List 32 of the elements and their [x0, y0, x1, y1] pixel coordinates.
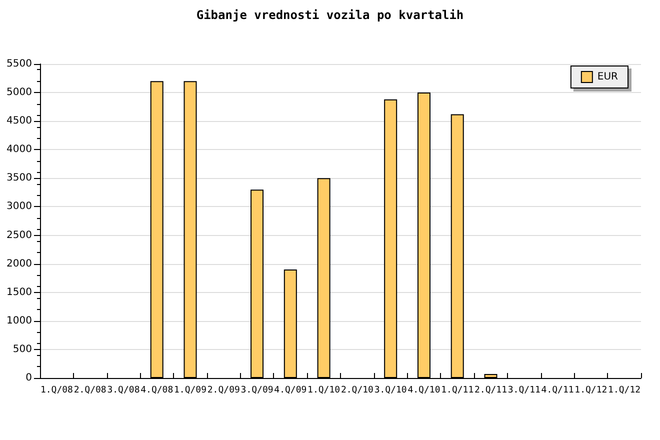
y-tick-label: 4500 — [6, 116, 32, 127]
y-tick-label: 4000 — [6, 144, 32, 156]
x-tick-label: 1.Q/12 — [608, 386, 641, 396]
y-tick-label: 3500 — [6, 172, 32, 184]
x-tick-label: 2.Q/08 — [74, 386, 106, 396]
chart-title: Gibanje vrednosti vozila po kvartalih — [196, 8, 464, 22]
y-tick-label: 500 — [12, 344, 32, 355]
x-tick-label: 2.Q/11 — [474, 386, 508, 396]
y-tick-label: 1000 — [6, 315, 32, 326]
legend-label: EUR — [597, 72, 618, 82]
x-tick-label: 4.Q/09 — [274, 386, 307, 396]
x-tick-label: 4.Q/11 — [541, 386, 574, 396]
x-tick-label: 2.Q/09 — [207, 386, 240, 396]
x-tick-label: 1.Q/12 — [574, 386, 608, 396]
x-tick-label: 2.Q/10 — [340, 386, 374, 396]
y-tick-label: 5000 — [6, 87, 32, 98]
x-tick-label: 1.Q/11 — [441, 386, 474, 396]
x-tick-label: 4.Q/08 — [140, 386, 174, 396]
x-tick-label: 1.Q/08 — [40, 386, 73, 396]
x-tick-label: 3.Q/08 — [107, 386, 140, 396]
y-tick-label: 2500 — [6, 230, 32, 241]
x-tick-label: 3.Q/11 — [508, 386, 540, 396]
y-tick-label: 3000 — [6, 201, 32, 212]
y-tick-label: 2000 — [6, 258, 32, 270]
x-tick-label: 1.Q/09 — [174, 386, 207, 396]
x-tick-label: 3.Q/09 — [240, 386, 274, 396]
y-tick-label: 1500 — [6, 286, 32, 298]
x-tick-label: 3.Q/10 — [374, 386, 407, 396]
x-tick-label: 1.Q/10 — [308, 386, 340, 396]
y-tick-label: 0 — [26, 372, 32, 384]
x-tick-label: 4.Q/10 — [408, 386, 440, 396]
y-tick-label: 5500 — [6, 58, 32, 70]
